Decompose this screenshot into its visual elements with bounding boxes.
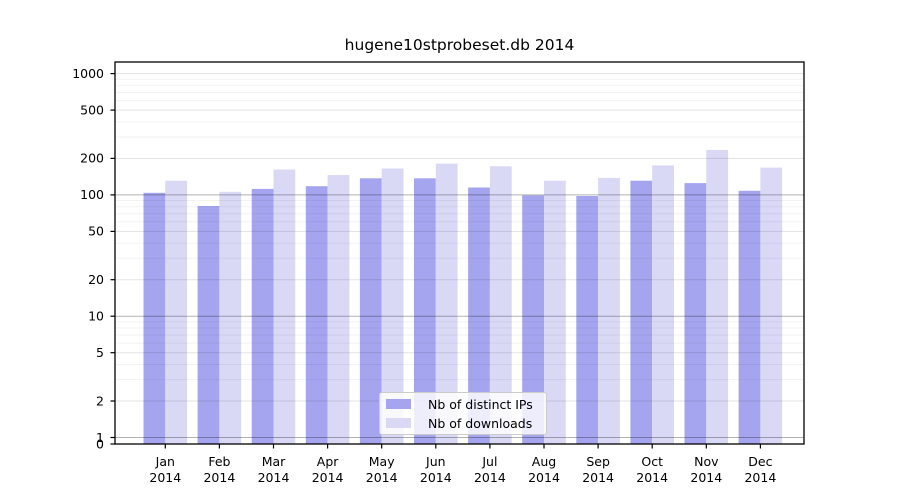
y-tick-label-1: 1 xyxy=(96,430,104,445)
x-tick-year-apr: 2014 xyxy=(312,470,344,485)
bar-downloads-jul xyxy=(489,166,512,445)
bar-downloads-aug xyxy=(544,180,566,444)
bar-downloads-feb xyxy=(219,191,242,444)
bar-distinct-ips-apr xyxy=(305,186,328,444)
y-tick-label-100: 100 xyxy=(80,187,104,202)
legend-label-distinct-ips: Nb of distinct IPs xyxy=(428,396,533,412)
x-tick-year-dec: 2014 xyxy=(744,470,776,485)
bar-downloads-jun xyxy=(435,163,458,444)
bar-distinct-ips-aug xyxy=(522,195,544,444)
bar-distinct-ips-dec xyxy=(738,190,761,444)
y-tick-label-200: 200 xyxy=(80,151,104,166)
bar-downloads-nov xyxy=(706,149,729,444)
x-tick-year-aug: 2014 xyxy=(528,470,560,485)
x-tick-label-aug: Aug xyxy=(532,454,556,469)
x-tick-year-jul: 2014 xyxy=(474,470,506,485)
bar-downloads-jan xyxy=(165,180,188,444)
x-tick-year-jan: 2014 xyxy=(149,470,181,485)
y-tick-label-5: 5 xyxy=(96,345,104,360)
bar-distinct-ips-nov xyxy=(684,183,707,444)
y-tick-label-1000: 1000 xyxy=(72,66,104,81)
x-tick-year-nov: 2014 xyxy=(690,470,722,485)
bar-distinct-ips-mar xyxy=(251,188,274,444)
legend-item-distinct-ips: Nb of distinct IPs xyxy=(386,397,538,412)
x-tick-label-nov: Nov xyxy=(694,454,719,469)
bar-distinct-ips-sep xyxy=(576,196,599,444)
bar-downloads-sep xyxy=(598,177,620,444)
legend: Nb of distinct IPs Nb of downloads xyxy=(379,392,547,435)
y-tick-label-500: 500 xyxy=(80,102,104,117)
chart-title: hugene10stprobeset.db 2014 xyxy=(344,36,575,54)
y-tick-label-50: 50 xyxy=(88,224,104,239)
x-tick-year-oct: 2014 xyxy=(636,470,668,485)
x-tick-year-sep: 2014 xyxy=(582,470,614,485)
x-tick-year-jun: 2014 xyxy=(420,470,452,485)
x-tick-label-may: May xyxy=(369,454,395,469)
x-tick-label-apr: Apr xyxy=(317,454,339,469)
legend-swatch-distinct-ips xyxy=(386,399,411,409)
y-tick-label-10: 10 xyxy=(88,309,104,324)
bar-distinct-ips-may xyxy=(359,178,382,445)
bar-downloads-may xyxy=(381,168,404,444)
x-tick-label-jun: Jun xyxy=(425,454,446,469)
bar-distinct-ips-feb xyxy=(197,206,220,444)
y-tick-label-20: 20 xyxy=(88,272,104,287)
x-tick-label-jul: Jul xyxy=(481,454,497,469)
bar-distinct-ips-jan xyxy=(143,192,166,444)
bar-distinct-ips-jun xyxy=(414,178,436,445)
x-tick-label-oct: Oct xyxy=(641,454,663,469)
legend-swatch-downloads xyxy=(386,418,411,428)
legend-item-downloads: Nb of downloads xyxy=(386,416,538,431)
y-tick-label-2: 2 xyxy=(96,393,104,408)
x-tick-label-jan: Jan xyxy=(155,454,175,469)
x-tick-label-feb: Feb xyxy=(208,454,230,469)
legend-label-downloads: Nb of downloads xyxy=(428,415,533,431)
plot-border xyxy=(114,61,805,445)
bar-distinct-ips-jul xyxy=(468,187,490,444)
x-tick-label-sep: Sep xyxy=(586,454,610,469)
bar-downloads-apr xyxy=(327,175,350,444)
x-tick-year-mar: 2014 xyxy=(258,470,290,485)
y-tick-label-0: 0 xyxy=(96,436,104,451)
bar-downloads-oct xyxy=(652,165,674,444)
x-tick-year-feb: 2014 xyxy=(203,470,235,485)
x-tick-label-dec: Dec xyxy=(748,454,772,469)
x-tick-year-may: 2014 xyxy=(366,470,398,485)
bar-downloads-mar xyxy=(273,169,296,444)
x-tick-label-mar: Mar xyxy=(262,454,286,469)
bar-distinct-ips-oct xyxy=(630,180,653,444)
bar-downloads-dec xyxy=(760,167,783,444)
